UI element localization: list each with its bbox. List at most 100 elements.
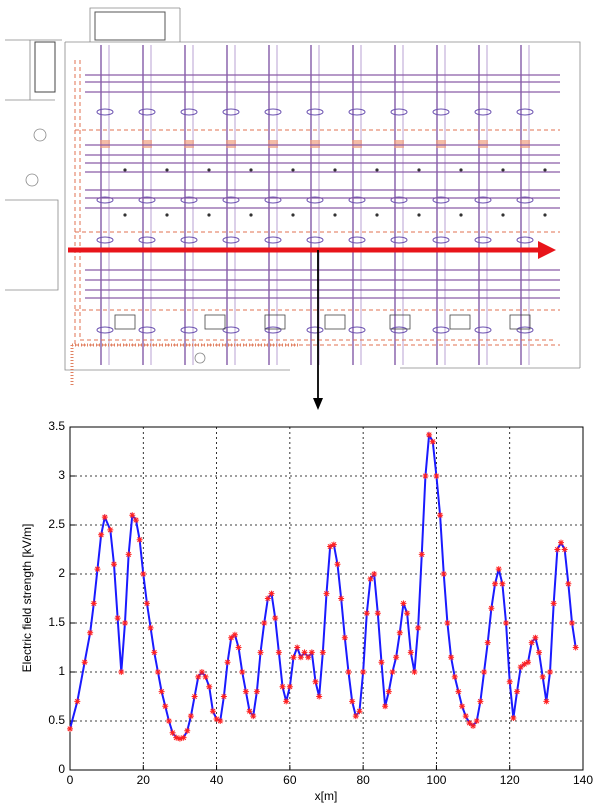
- data-marker: [495, 566, 502, 573]
- data-marker: [257, 649, 264, 656]
- data-marker: [418, 551, 425, 558]
- data-marker: [341, 634, 348, 641]
- data-marker: [448, 654, 455, 661]
- x-axis-label: x[m]: [315, 789, 338, 803]
- data-marker: [561, 546, 568, 553]
- data-marker: [213, 716, 220, 723]
- data-marker: [334, 561, 341, 568]
- data-marker: [517, 664, 524, 671]
- data-marker: [195, 673, 202, 680]
- data-marker: [169, 729, 176, 736]
- data-marker: [473, 718, 480, 724]
- data-marker: [87, 629, 94, 636]
- data-marker: [385, 688, 392, 695]
- data-marker: [231, 631, 238, 638]
- data-marker: [220, 693, 227, 700]
- data-marker: [129, 512, 136, 519]
- data-marker: [539, 673, 546, 680]
- data-marker: [74, 698, 81, 705]
- data-marker: [101, 514, 108, 521]
- data-marker: [536, 649, 543, 656]
- data-marker: [268, 590, 275, 597]
- data-marker: [250, 713, 257, 720]
- data-marker: [261, 620, 268, 626]
- plot: 0 0.5 1 1.5 2 2.5 3 3.5 0 20 40 60 80 100 120 140: [48, 419, 593, 787]
- data-marker: [330, 541, 337, 548]
- data-marker: [94, 566, 101, 573]
- y-tick-label: 3.5: [48, 419, 65, 433]
- data-marker: [98, 531, 105, 538]
- data-marker: [499, 580, 506, 587]
- data-marker: [151, 649, 158, 656]
- data-marker: [356, 708, 363, 715]
- data-marker: [235, 644, 242, 651]
- data-marker: [396, 629, 403, 636]
- data-marker: [521, 661, 528, 668]
- data-line: [69, 431, 577, 740]
- data-marker: [345, 669, 352, 675]
- data-marker: [136, 536, 143, 543]
- data-marker: [404, 610, 411, 617]
- data-marker: [503, 620, 510, 626]
- data-marker: [470, 722, 477, 729]
- data-marker: [550, 600, 557, 607]
- y-tick-label: 2.5: [48, 517, 65, 531]
- data-marker: [558, 539, 565, 546]
- data-marker: [158, 688, 165, 695]
- data-marker: [239, 669, 246, 675]
- data-marker: [202, 673, 209, 680]
- data-marker: [569, 620, 576, 626]
- data-marker: [323, 590, 330, 597]
- y-tick-label: 0.5: [48, 713, 65, 727]
- plot-frame: [69, 426, 584, 771]
- data-marker: [140, 571, 147, 577]
- x-tick-label: 80: [356, 773, 370, 787]
- data-marker: [279, 683, 286, 690]
- data-marker: [477, 698, 484, 705]
- data-marker: [488, 605, 495, 612]
- data-marker: [338, 595, 345, 602]
- substation-diagram: [5, 7, 581, 410]
- data-marker: [543, 698, 550, 705]
- data-marker: [374, 610, 381, 617]
- data-marker: [264, 595, 271, 602]
- data-marker: [275, 649, 282, 656]
- data-marker: [484, 639, 491, 646]
- data-marker: [415, 624, 422, 631]
- data-marker: [154, 669, 161, 675]
- data-marker: [572, 644, 579, 651]
- data-marker: [67, 725, 73, 732]
- data-marker: [389, 669, 396, 675]
- data-marker: [305, 654, 312, 661]
- data-marker: [206, 683, 213, 690]
- data-marker: [444, 620, 451, 626]
- data-marker: [114, 615, 121, 622]
- data-marker: [371, 571, 378, 577]
- data-marker: [451, 673, 458, 680]
- data-marker: [506, 678, 513, 685]
- data-marker: [382, 703, 389, 710]
- data-marker: [440, 571, 447, 577]
- data-marker: [173, 734, 180, 741]
- data-marker: [198, 669, 205, 675]
- data-marker: [407, 649, 414, 656]
- data-marker: [253, 688, 260, 695]
- x-tick-label: 40: [210, 773, 224, 787]
- data-marker: [547, 669, 554, 675]
- data-marker: [209, 708, 216, 715]
- data-marker: [294, 644, 301, 651]
- data-marker: [308, 649, 315, 656]
- data-marker: [327, 543, 334, 550]
- data-marker: [228, 634, 235, 641]
- data-marker: [242, 688, 249, 695]
- data-marker: [224, 659, 231, 666]
- data-marker: [217, 718, 224, 724]
- data-marker: [81, 659, 88, 666]
- data-marker: [132, 517, 139, 524]
- data-marker: [422, 473, 429, 479]
- data-marker: [528, 639, 535, 646]
- data-marker: [492, 580, 499, 587]
- data-marker: [301, 649, 308, 656]
- y-tick-label: 0: [58, 762, 65, 776]
- y-tick-label: 2: [58, 566, 65, 580]
